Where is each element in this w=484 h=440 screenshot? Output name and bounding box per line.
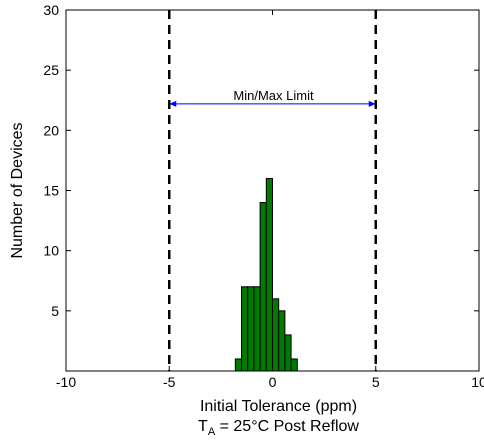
y-axis-label: Number of Devices [9,122,26,258]
histogram-bar [259,202,267,372]
min-max-limit-label: Min/Max Limit [233,88,314,103]
x-tick-label: -10 [56,374,76,390]
histogram-bar [247,286,255,372]
y-tick-label: 25 [43,62,59,78]
x-tick-label: 0 [269,374,277,390]
y-axis-ticks: 5 10 15 20 25 30 [43,2,479,319]
limit-annotation: Min/Max Limit [169,88,376,107]
x-axis-condition-label: TA = 25°C Post Reflow [198,418,359,438]
histogram-bar [284,334,292,372]
histogram-bars [234,177,298,372]
histogram-bar [241,286,249,372]
histogram-bar [272,298,280,372]
histogram-bar [253,286,261,372]
y-tick-label: 5 [51,303,59,319]
y-tick-label: 30 [43,2,59,18]
histogram-bar [234,358,243,372]
temp-condition: = 25°C Post Reflow [215,418,359,435]
arrow-head-right [368,100,376,107]
limit-lines [168,10,377,371]
arrow-head-left [169,100,177,107]
y-tick-label: 10 [43,243,59,259]
histogram-bar [290,358,298,372]
x-axis-ticks: -10 -5 0 5 10 [56,10,484,390]
x-axis-label: Initial Tolerance (ppm) [200,398,357,415]
x-tick-label: -5 [163,374,176,390]
y-tick-label: 15 [43,183,59,199]
histogram-bar [265,177,273,372]
x-tick-label: 10 [471,374,484,390]
y-tick-label: 20 [43,122,59,138]
x-tick-label: 5 [372,374,380,390]
temp-subscript: A [208,426,216,438]
histogram-bar [278,310,286,372]
temp-symbol: T [198,418,208,435]
